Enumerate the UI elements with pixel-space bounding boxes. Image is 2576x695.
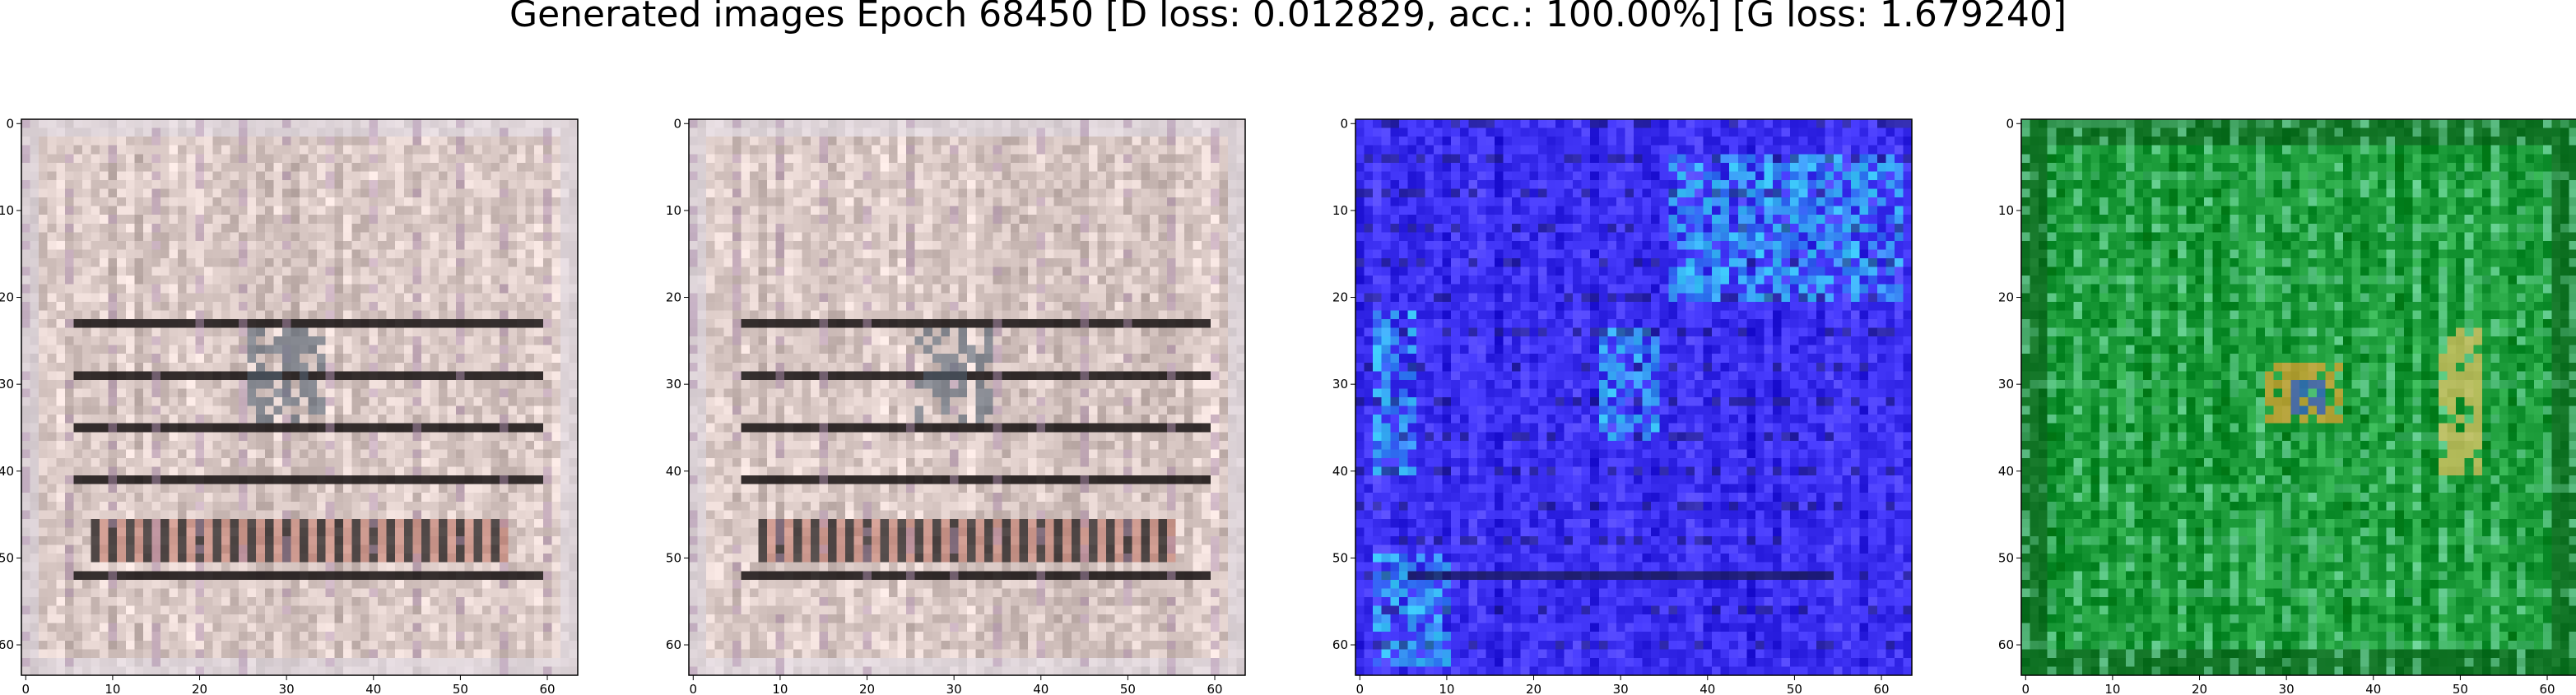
heatmap-cells [21,119,579,676]
x-tick-label: 10 [1439,682,1454,695]
y-tick-label: 50 [666,550,681,565]
image-panel-4: 0 10 20 30 40 50 60 0 10 20 30 40 50 60 [1998,116,2576,695]
x-tick-label: 20 [2192,682,2207,695]
x-tick-label: 40 [365,682,381,695]
x-tick-label: 40 [1700,682,1715,695]
y-tick-label: 40 [1332,464,1348,479]
x-tick-label: 60 [1207,682,1222,695]
image-panel-1: 0 10 20 30 40 50 60 0 10 20 30 40 50 60 [0,116,579,695]
figure-title: Generated images Epoch 68450 [D loss: 0.… [509,0,2067,35]
y-tick-label: 30 [0,377,14,392]
heatmap-plot-1: 0 10 20 30 40 50 60 0 10 20 30 40 50 60 [0,116,579,695]
y-tick-label: 40 [1998,464,2014,479]
x-tick-label: 0 [22,682,30,695]
x-tick-label: 0 [2022,682,2030,695]
x-tick-label: 50 [2453,682,2468,695]
y-tick-label: 0 [1340,116,1348,131]
heatmap-plot-3: 0 10 20 30 40 50 60 0 10 20 30 40 50 60 [1332,116,1913,695]
y-tick-label: 40 [666,464,681,479]
y-tick-label: 10 [1332,203,1348,218]
x-tick-label: 60 [2539,682,2555,695]
axes-frame [21,118,579,676]
y-tick-label: 50 [0,550,14,565]
axes-frame [2020,118,2576,676]
heatmap-cells [689,119,1246,676]
image-panel-3: 0 10 20 30 40 50 60 0 10 20 30 40 50 60 [1332,116,1913,695]
axes-frame [688,118,1246,676]
heatmap-cells [2021,119,2576,676]
x-tick-label: 20 [192,682,207,695]
heatmap-plot-2: 0 10 20 30 40 50 60 0 10 20 30 40 50 60 [666,116,1246,695]
y-tick-label: 60 [1998,637,2014,652]
x-tick-label: 50 [453,682,468,695]
y-tick-label: 60 [666,637,681,652]
x-tick-label: 40 [1033,682,1049,695]
x-tick-label: 30 [946,682,962,695]
x-tick-label: 60 [539,682,555,695]
y-tick-label: 20 [1998,290,2014,305]
y-tick-label: 50 [1998,550,2014,565]
y-tick-label: 20 [1332,290,1348,305]
x-tick-label: 50 [1787,682,1802,695]
axes-frame [1355,118,1913,676]
y-tick-label: 10 [1998,203,2014,218]
y-tick-label: 60 [1332,637,1348,652]
y-tick-label: 0 [2006,116,2014,131]
y-tick-label: 30 [666,377,681,392]
y-tick-label: 0 [6,116,14,131]
x-tick-label: 30 [1613,682,1629,695]
y-tick-label: 60 [0,637,14,652]
x-tick-label: 30 [2279,682,2295,695]
y-tick-label: 30 [1332,377,1348,392]
y-tick-label: 40 [0,464,14,479]
x-tick-label: 20 [1526,682,1541,695]
x-tick-label: 40 [2365,682,2381,695]
x-tick-label: 10 [772,682,788,695]
x-tick-label: 10 [2104,682,2120,695]
y-tick-label: 50 [1332,550,1348,565]
heatmap-plot-4: 0 10 20 30 40 50 60 0 10 20 30 40 50 60 [1998,116,2576,695]
y-tick-label: 0 [673,116,681,131]
x-tick-label: 10 [105,682,120,695]
y-tick-label: 20 [666,290,681,305]
y-tick-label: 30 [1998,377,2014,392]
heatmap-cells [1355,119,1913,676]
y-tick-label: 10 [666,203,681,218]
x-tick-label: 50 [1120,682,1136,695]
image-panel-2: 0 10 20 30 40 50 60 0 10 20 30 40 50 60 [666,116,1246,695]
x-tick-label: 20 [859,682,875,695]
y-tick-label: 20 [0,290,14,305]
x-tick-label: 60 [1873,682,1889,695]
x-tick-label: 30 [279,682,295,695]
y-tick-label: 10 [0,203,14,218]
x-tick-label: 0 [690,682,698,695]
x-tick-label: 0 [1356,682,1365,695]
